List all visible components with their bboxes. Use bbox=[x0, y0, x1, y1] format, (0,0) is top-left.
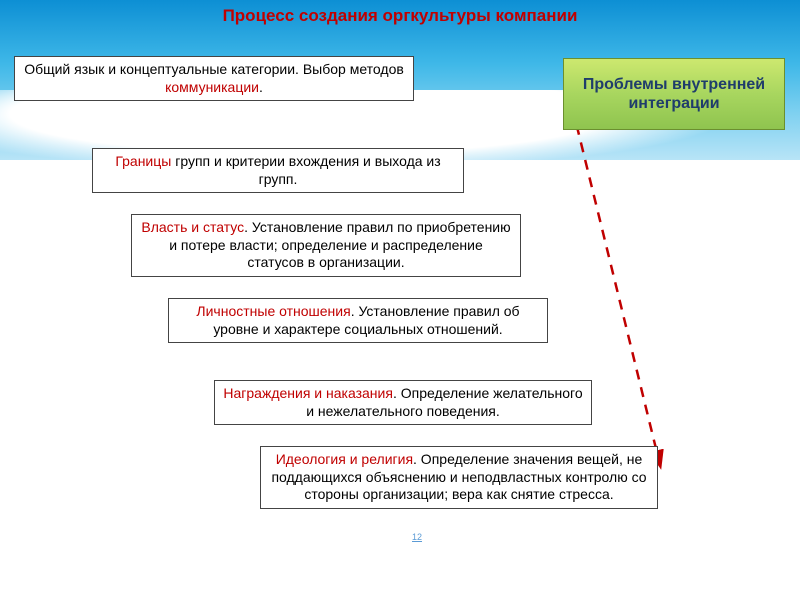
box-redtext: Власть и статус bbox=[141, 219, 244, 235]
box-redtext: Личностные отношения bbox=[196, 303, 350, 319]
box-redtext: Награждения и наказания bbox=[223, 385, 393, 401]
box-pretext: Общий язык и концептуальные категории. В… bbox=[24, 61, 404, 77]
box-redtext: Идеология и религия bbox=[276, 451, 413, 467]
box-boundaries: Границы групп и критерии вхождения и вых… bbox=[92, 148, 464, 193]
box-relations: Личностные отношения. Установление прави… bbox=[168, 298, 548, 343]
page-number: 12 bbox=[412, 532, 422, 542]
box-power-status: Власть и статус. Установление правил по … bbox=[131, 214, 521, 277]
box-ideology: Идеология и религия. Определение значени… bbox=[260, 446, 658, 509]
box-rewards: Награждения и наказания. Определение жел… bbox=[214, 380, 592, 425]
box-posttext: . bbox=[259, 79, 263, 95]
box-redtext: коммуникации bbox=[165, 79, 259, 95]
hub-label: Проблемы внутренней интеграции bbox=[564, 75, 784, 113]
slide-title: Процесс создания оргкультуры компании bbox=[0, 6, 800, 26]
box-communication: Общий язык и концептуальные категории. В… bbox=[14, 56, 414, 101]
box-redtext: Границы bbox=[115, 153, 171, 169]
box-posttext: групп и критерии вхождения и выхода из г… bbox=[171, 153, 440, 187]
hub-box: Проблемы внутренней интеграции bbox=[563, 58, 785, 130]
